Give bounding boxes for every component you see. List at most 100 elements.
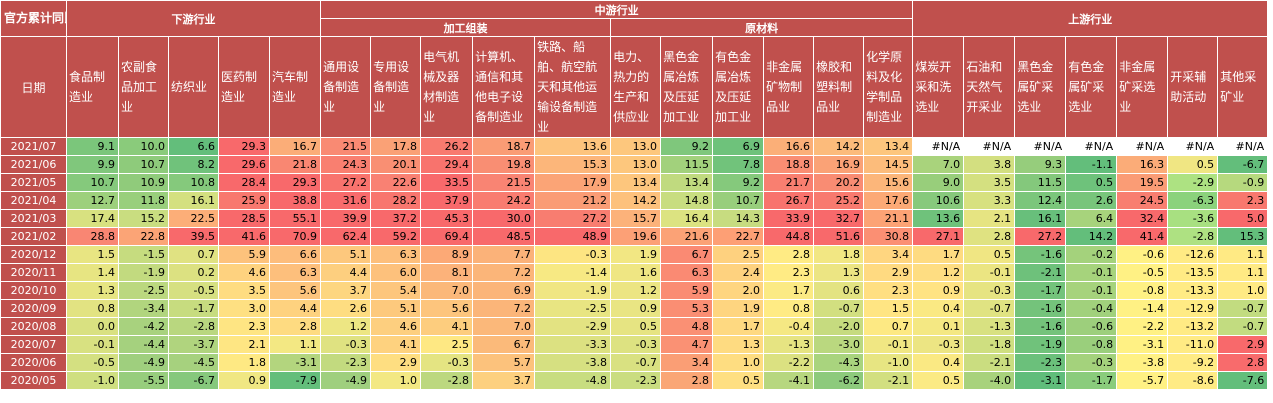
data-cell: -3.8 (1116, 353, 1169, 372)
data-cell: 2.1 (218, 335, 270, 354)
table-row: 2020/11 1.4 -1.9 0.2 4.6 6.3 4.4 6.0 8.1 7.2 -1.4 1… (0, 263, 1269, 282)
column-header: 电气机械及器材制造业 (420, 36, 474, 138)
data-cell: 5.9 (660, 281, 714, 300)
data-cell: 44.8 (763, 227, 815, 246)
date-column-header: 日期 (0, 36, 67, 138)
row-date: 2020/07 (0, 335, 67, 354)
row-date: 2020/12 (0, 245, 67, 264)
row-date: 2020/08 (0, 317, 67, 336)
data-cell: 1.0 (1217, 281, 1269, 300)
data-cell: 0.9 (610, 299, 662, 318)
data-cell: 5.6 (420, 299, 474, 318)
data-cell: 7.0 (912, 155, 965, 174)
table-row: 2020/08 0.0 -4.2 -2.8 2.3 2.8 1.2 4.6 4.1 7.0 -2.9… (0, 317, 1269, 336)
data-cell: 2.4 (712, 263, 765, 282)
data-cell: -2.2 (763, 353, 815, 372)
data-cell: -1.5 (118, 245, 169, 264)
data-cell: 1.7 (763, 281, 815, 300)
data-cell: -3.1 (1116, 335, 1169, 354)
data-cell: 2.9 (1217, 335, 1269, 354)
row-date: 2020/05 (0, 371, 67, 390)
data-cell: -1.3 (963, 317, 1016, 336)
data-cell: 13.6 (534, 137, 612, 156)
data-cell: 1.0 (712, 353, 765, 372)
data-cell: -0.3 (912, 335, 965, 354)
data-cell: 14.2 (1065, 227, 1118, 246)
data-cell: 19.5 (1116, 173, 1169, 192)
row-date: 2021/05 (0, 173, 67, 192)
data-cell: 13.4 (610, 173, 662, 192)
data-cell: 37.9 (420, 191, 474, 210)
data-cell: 15.3 (1217, 227, 1269, 246)
row-date: 2021/07 (0, 137, 67, 156)
data-cell: 12.7 (66, 191, 119, 210)
data-cell: 5.4 (370, 281, 422, 300)
column-header: 黑色金属冶炼及压延加工业 (660, 36, 714, 138)
data-cell: 22.7 (712, 227, 765, 246)
column-header: 纺织业 (168, 36, 219, 138)
data-cell: 41.4 (1116, 227, 1169, 246)
data-cell: 1.9 (712, 299, 765, 318)
data-cell: -6.7 (1217, 155, 1269, 174)
data-cell: 21.8 (268, 155, 322, 174)
column-header: 化学原料及化学制品制造业 (863, 36, 914, 138)
data-cell: 1.1 (1217, 245, 1269, 264)
data-cell: -0.1 (1065, 281, 1118, 300)
data-cell: 8.1 (420, 263, 474, 282)
table-row: 2020/09 0.8 -3.4 -1.7 3.0 4.4 2.6 5.1 5.6 7.2 -2.5… (0, 299, 1269, 318)
row-date: 2020/06 (0, 353, 67, 372)
group-downstream: 下游行业 (65, 0, 322, 37)
data-cell: -2.1 (963, 353, 1016, 372)
data-cell: -4.3 (813, 353, 865, 372)
data-cell: 2.6 (320, 299, 372, 318)
data-cell: -0.6 (1116, 245, 1169, 264)
data-cell: 1.5 (66, 245, 119, 264)
data-cell: 2.8 (268, 317, 322, 336)
group-materials: 原材料 (610, 18, 914, 37)
data-cell: -2.5 (118, 281, 169, 300)
data-cell: 16.9 (813, 155, 865, 174)
data-cell: -0.5 (1116, 263, 1169, 282)
data-cell: -0.4 (1065, 299, 1118, 318)
data-cell: 12.4 (1014, 191, 1067, 210)
data-cell: 25.2 (813, 191, 865, 210)
data-cell: 2.5 (420, 335, 474, 354)
table-row: 2021/02 28.8 22.8 39.5 41.6 70.9 62.4 59.2 69.4 4… (0, 227, 1269, 246)
data-cell: 1.1 (1217, 263, 1269, 282)
data-cell: 48.9 (534, 227, 612, 246)
data-cell: 6.3 (660, 263, 714, 282)
data-cell: 2.9 (863, 263, 914, 282)
data-cell: 2.6 (1065, 191, 1118, 210)
data-cell: 10.9 (118, 173, 169, 192)
data-cell: #N/A (1014, 137, 1067, 156)
column-header-row: 日期 食品制造业 农副食品加工业 纺织业 医药制造业 汽车制造业 通用设备制造业 专用设备制… (0, 36, 1269, 138)
data-cell: -13.3 (1167, 281, 1219, 300)
column-header: 医药制造业 (218, 36, 270, 138)
data-cell: -2.0 (813, 317, 865, 336)
data-cell: -2.3 (1014, 353, 1067, 372)
data-cell: -2.5 (534, 299, 612, 318)
data-cell: 5.9 (218, 245, 270, 264)
data-cell: 31.6 (320, 191, 372, 210)
header-row-2: 加工组装 原材料 (1, 18, 1268, 37)
data-cell: 1.9 (610, 245, 662, 264)
data-cell: 9.3 (1014, 155, 1067, 174)
data-cell: 3.7 (472, 371, 536, 390)
data-cell: 10.7 (118, 155, 169, 174)
data-cell: 5.0 (1217, 209, 1269, 228)
data-cell: 26.2 (420, 137, 474, 156)
data-cell: -5.7 (1116, 371, 1169, 390)
data-cell: 2.3 (1217, 191, 1269, 210)
data-cell: 3.4 (660, 353, 714, 372)
data-cell: 4.6 (218, 263, 270, 282)
data-cell: 9.1 (66, 137, 119, 156)
data-cell: -3.1 (1014, 371, 1067, 390)
data-cell: 9.2 (660, 137, 714, 156)
data-cell: 10.7 (712, 191, 765, 210)
data-cell: 30.8 (863, 227, 914, 246)
data-cell: 6.4 (1065, 209, 1118, 228)
data-cell: 1.3 (66, 281, 119, 300)
data-cell: 0.4 (912, 299, 965, 318)
data-cell: -6.3 (1167, 191, 1219, 210)
data-cell: 1.4 (66, 263, 119, 282)
